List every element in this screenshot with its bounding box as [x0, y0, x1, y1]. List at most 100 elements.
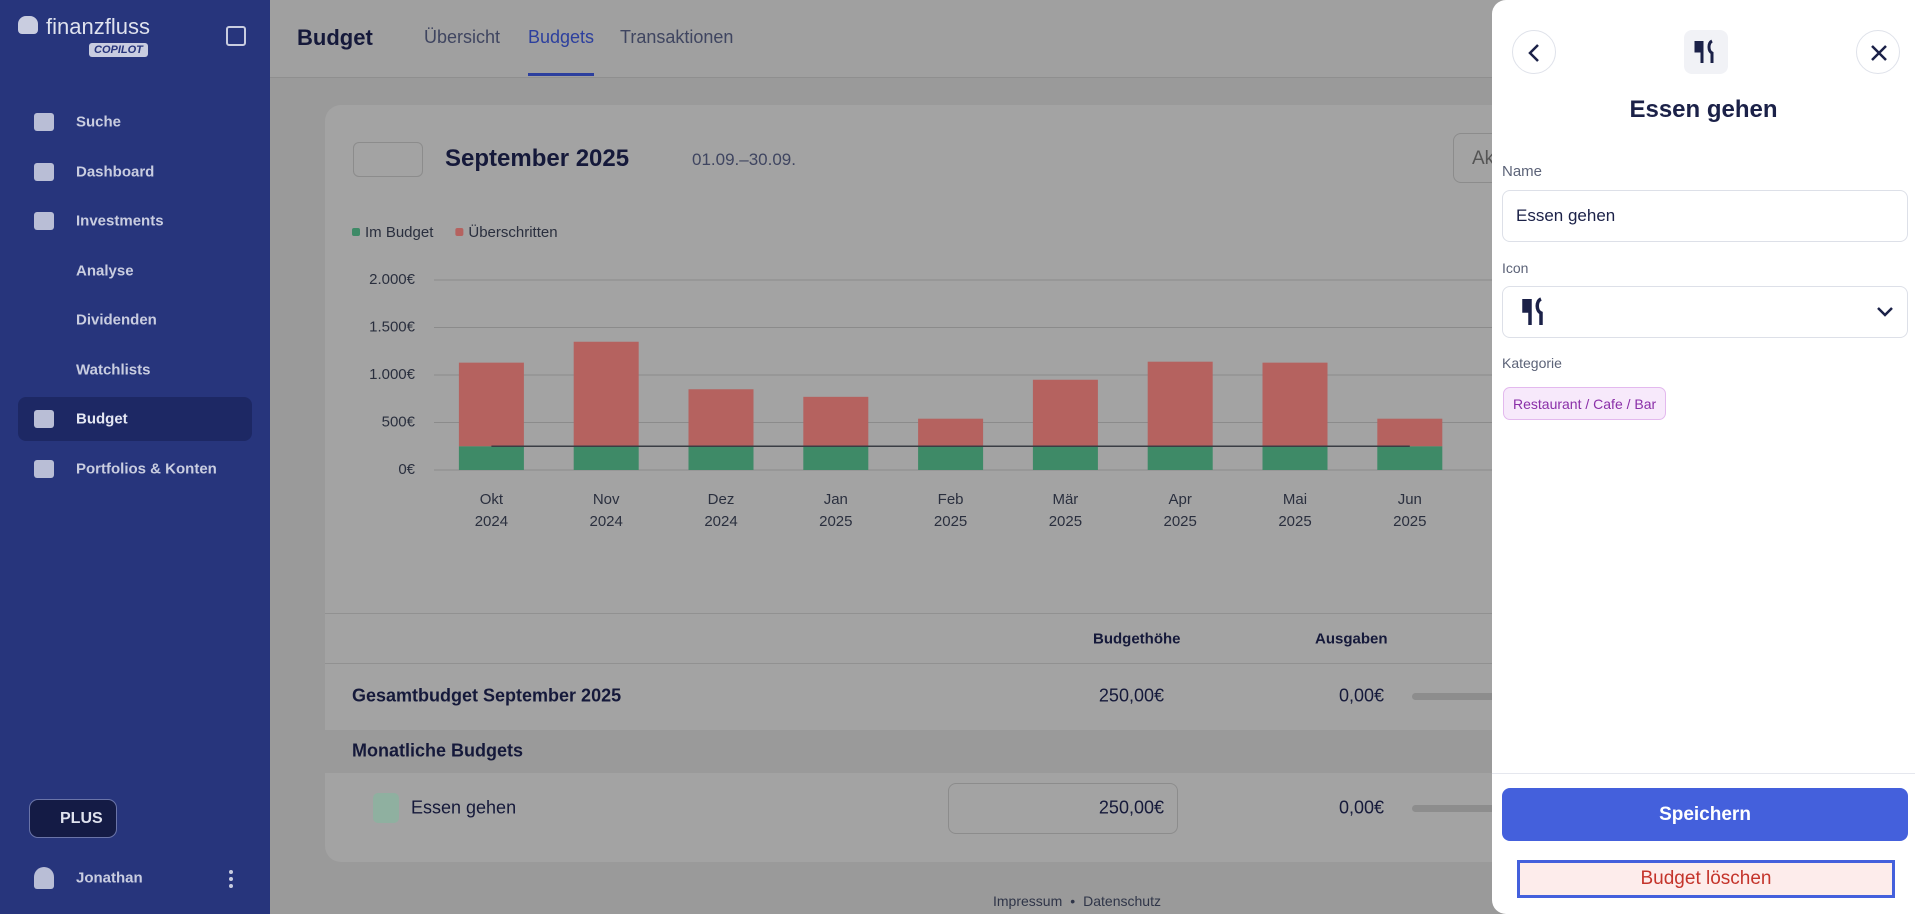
legend-swatch: [455, 228, 464, 236]
y-tick-label: 0€: [398, 461, 415, 478]
nav-icon: [34, 163, 54, 181]
bar-segment: [1262, 446, 1328, 470]
row-budget: 250,00€: [1098, 797, 1164, 818]
footer-link[interactable]: Impressum: [993, 893, 1063, 909]
x-tick-label: Dez 2024: [704, 491, 738, 530]
nav-item[interactable]: Portfolios & Konten: [76, 460, 217, 478]
select-content: [1522, 297, 1893, 325]
legend-label: Überschritten: [468, 223, 557, 241]
column-header: Ausgaben: [1315, 630, 1388, 648]
footer-link[interactable]: Datenschutz: [1083, 893, 1161, 909]
close-button[interactable]: [1856, 30, 1900, 74]
name-input[interactable]: Essen gehen: [1502, 190, 1908, 242]
y-tick-label: 1.500€: [369, 318, 416, 335]
y-tick-label: 2.000€: [369, 271, 416, 288]
nav-item[interactable]: Budget: [76, 410, 128, 428]
row-icon: [373, 793, 399, 823]
nav-item[interactable]: Dividenden: [76, 311, 157, 329]
nav-icon: [34, 212, 54, 230]
separator: •: [1070, 893, 1076, 909]
logo-icon: [18, 16, 38, 34]
nav-icon: [34, 410, 54, 428]
logo-badge: COPILOT: [89, 43, 148, 57]
x-tick-label: Mai 2025: [1278, 491, 1312, 530]
x-tick-label: Okt 2024: [474, 491, 509, 530]
nav-item[interactable]: Dashboard: [76, 163, 155, 181]
budget-input[interactable]: [948, 783, 1178, 834]
delete-button[interactable]: Budget löschen: [1517, 860, 1895, 898]
nav-item[interactable]: Analyse: [76, 262, 134, 280]
total-spent: 0,00€: [1338, 685, 1384, 706]
legend-label: Im Budget: [365, 224, 434, 241]
category-icon: [1684, 30, 1728, 74]
bar-segment: [458, 446, 524, 470]
y-tick-label: 1.000€: [369, 366, 416, 383]
bar-segment: [573, 446, 639, 470]
sidebar: finanzfluss COPILOT Suche Dashboard Invest…: [0, 0, 270, 914]
x-tick-label: Mär 2025: [1048, 491, 1083, 530]
plus-button[interactable]: PLUS: [29, 799, 117, 838]
nav-item[interactable]: Suche: [76, 113, 122, 131]
user-avatar: [34, 867, 54, 889]
bar-segment: [803, 446, 869, 470]
icon-select[interactable]: [1502, 286, 1908, 338]
x-tick-label: Jan 2025: [819, 491, 853, 530]
bar-segment: [573, 341, 639, 447]
nav-item[interactable]: Investments: [76, 212, 164, 230]
bar-segment: [1147, 361, 1213, 447]
collapse-button[interactable]: [226, 26, 246, 46]
row-label: Essen gehen: [411, 797, 517, 818]
tab[interactable]: Transaktionen: [620, 27, 734, 47]
period-month[interactable]: September 2025: [445, 145, 630, 172]
fork-knife: [1694, 39, 1714, 63]
tab[interactable]: Übersicht: [424, 27, 501, 47]
total-label: Gesamtbudget September 2025: [352, 685, 622, 706]
bar-segment: [1032, 379, 1098, 447]
tab-active[interactable]: Budgets: [528, 27, 595, 76]
field-label: Kategorie: [1502, 355, 1562, 371]
bar-segment: [1377, 418, 1443, 447]
x-tick-label: Nov 2024: [589, 491, 623, 530]
nav-icon: [34, 113, 54, 131]
field-label: Icon: [1502, 260, 1529, 276]
total-budget: 250,00€: [1098, 685, 1164, 706]
category-chip[interactable]: Restaurant / Cafe / Bar: [1503, 387, 1667, 420]
edit-panel: Essen gehen Name Essen gehen Icon Katego…: [1492, 0, 1915, 914]
logo: finanzfluss: [46, 14, 150, 39]
column-header: Budgethöhe: [1093, 630, 1181, 648]
budget-card: September 2025 01.09.–30.09. Ak Budgethö…: [325, 105, 1653, 862]
bar-segment: [688, 389, 754, 447]
footer: Impressum • Datenschutz: [993, 893, 1161, 909]
active-highlight: [18, 397, 252, 441]
x-tick-label: Jun 2025: [1393, 491, 1427, 530]
nav-item[interactable]: Watchlists: [76, 361, 151, 379]
divider: [1492, 773, 1915, 774]
row-spent: 0,00€: [1338, 797, 1384, 818]
x-tick-label: Feb 2025: [933, 491, 968, 530]
user-menu[interactable]: [229, 870, 233, 888]
back-button[interactable]: [1512, 30, 1556, 74]
section-row: [325, 730, 1625, 773]
section-label: Monatliche Budgets: [352, 740, 524, 761]
bar-segment: [458, 362, 524, 447]
page-title: Budget: [297, 25, 373, 50]
user-name[interactable]: Jonathan: [76, 869, 143, 887]
bar-segment: [918, 446, 984, 470]
nav-icon: [34, 460, 54, 478]
bar-segment: [1377, 446, 1443, 470]
bar-segment: [918, 418, 984, 447]
legend-swatch: [352, 228, 360, 236]
save-button[interactable]: Speichern: [1502, 788, 1908, 841]
x-tick-label: Apr 2025: [1163, 491, 1197, 530]
period-arrows[interactable]: [353, 142, 423, 177]
bar-segment: [1147, 446, 1213, 470]
bar-segment: [1262, 362, 1328, 447]
back-icon: [1528, 44, 1539, 62]
period-range: 01.09.–30.09.: [692, 150, 796, 169]
bar-segment: [688, 446, 754, 470]
y-tick-label: 500€: [382, 413, 416, 430]
close-icon: [1871, 45, 1887, 61]
field-label: Name: [1502, 163, 1543, 180]
